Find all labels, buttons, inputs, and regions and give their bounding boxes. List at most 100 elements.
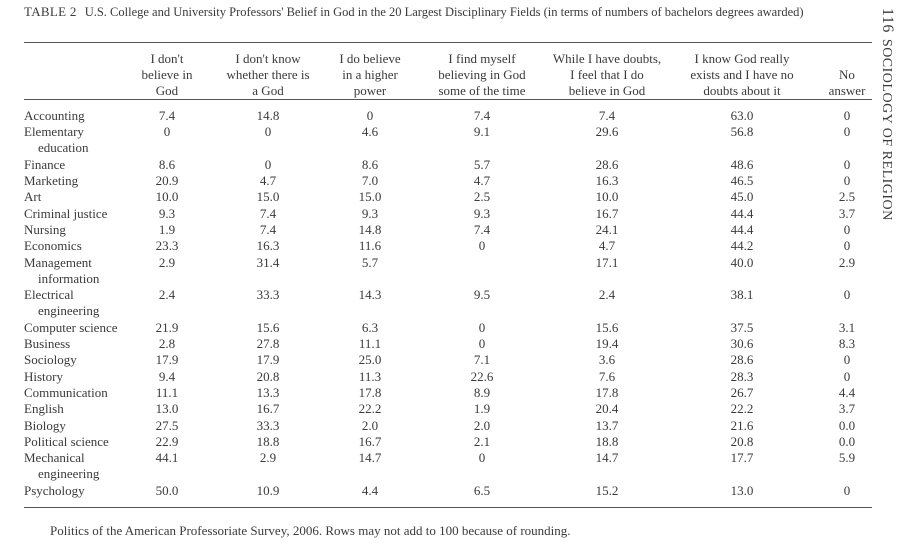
table-cell: 0 <box>843 238 851 254</box>
table-cell: 13.7 <box>595 417 619 433</box>
column-header: I don't believe in God <box>122 51 212 99</box>
row-label-line: Mechanical <box>24 450 85 466</box>
table-cell: 5.7 <box>361 254 379 270</box>
table-cell: 15.6 <box>595 319 619 335</box>
table-cell: 1.9 <box>473 401 491 417</box>
row-label: Accounting <box>24 108 134 124</box>
table-cell: 0 <box>843 352 851 368</box>
table-cell: 17.1 <box>595 254 619 270</box>
table-cell: 19.4 <box>595 336 619 352</box>
row-label-line: Management <box>24 254 92 270</box>
table-row: English 13.0 16.7 22.2 1.9 20.4 22.2 3.7 <box>0 401 917 417</box>
table-caption: TABLE 2 U.S. College and University Profe… <box>24 4 864 20</box>
table-cell: 48.6 <box>730 156 754 172</box>
table-cell: 3.7 <box>838 401 856 417</box>
row-label: Economics <box>24 238 134 254</box>
table-cell: 25.0 <box>358 352 382 368</box>
table-cell: 14.3 <box>358 287 382 303</box>
table-cell: 44.4 <box>730 205 754 221</box>
table-cell: 14.8 <box>358 222 382 238</box>
table-row: Computer science 21.9 15.6 6.3 0 15.6 37.5 3.1 <box>0 320 917 336</box>
table-cell: 15.6 <box>256 319 280 335</box>
table-row: Art 10.0 15.0 15.0 2.5 10.0 45.0 2.5 <box>0 189 917 205</box>
row-label: Communication <box>24 385 134 401</box>
table-cell: 27.8 <box>256 336 280 352</box>
table-cell: 15.2 <box>595 482 619 498</box>
table-cell: 7.6 <box>598 368 616 384</box>
column-header-line: I do believe <box>339 51 401 66</box>
table-row: Finance 8.6 0 8.6 5.7 28.6 48.6 0 <box>0 157 917 173</box>
table-row: Elementary education 0 0 4.6 9.1 29.6 56.8 0 <box>0 124 917 157</box>
column-header-line: I don't <box>150 51 184 66</box>
table-cell: 9.3 <box>361 205 379 221</box>
table-cell: 45.0 <box>730 189 754 205</box>
table-cell: 0 <box>163 124 171 140</box>
table-cell: 7.4 <box>259 222 277 238</box>
table-cell: 50.0 <box>155 482 179 498</box>
row-label-line: Electrical <box>24 287 74 303</box>
table-top-rule <box>24 42 872 43</box>
table-cell: 15.0 <box>256 189 280 205</box>
row-label: Finance <box>24 157 134 173</box>
row-label-line: Nursing <box>24 222 66 238</box>
table-cell: 0 <box>366 108 374 123</box>
table-cell: 14.8 <box>256 108 280 123</box>
row-label-line: information <box>38 270 100 286</box>
table-cell: 2.8 <box>158 336 176 352</box>
table-cell: 13.3 <box>256 385 280 401</box>
table-caption-text: U.S. College and University Professors' … <box>84 5 804 19</box>
row-label: Management information <box>24 255 134 287</box>
table-cell: 2.5 <box>473 189 491 205</box>
table-cell: 11.6 <box>358 238 382 254</box>
row-label-line: English <box>24 401 64 417</box>
table-cell: 31.4 <box>256 254 280 270</box>
table-cell: 23.3 <box>155 238 179 254</box>
table-cell: 16.7 <box>358 433 382 449</box>
row-label-line: Economics <box>24 238 82 254</box>
table-cell: 3.6 <box>598 352 616 368</box>
table-cell: 4.4 <box>838 385 856 401</box>
table-cell: 20.8 <box>256 368 280 384</box>
row-label-line: engineering <box>38 466 100 482</box>
row-label-line: Finance <box>24 156 66 172</box>
table-row: Electrical engineering 2.4 33.3 14.3 9.5 2.4 38… <box>0 287 917 320</box>
table-cell: 26.7 <box>730 385 754 401</box>
table-cell: 30.6 <box>730 336 754 352</box>
table-row: Mechanical engineering 44.1 2.9 14.7 0 14.7 17.… <box>0 450 917 483</box>
table-row: Criminal justice 9.3 7.4 9.3 9.3 16.7 44.4 3.7 <box>0 206 917 222</box>
table-cell: 20.9 <box>155 173 179 189</box>
row-label: Nursing <box>24 222 134 238</box>
table-cell: 20.4 <box>595 401 619 417</box>
table-cell: 22.2 <box>358 401 382 417</box>
table-cell: 18.8 <box>595 433 619 449</box>
row-label-line: engineering <box>38 303 100 319</box>
table-header: I don't believe in God I don't know whether … <box>0 51 917 99</box>
row-label: English <box>24 401 134 417</box>
table-cell: 7.0 <box>361 173 379 189</box>
table-cell: 2.9 <box>838 254 856 270</box>
column-header-line: exists and I have no <box>690 67 794 82</box>
row-label-line: Psychology <box>24 482 85 498</box>
table-row: Management information 2.9 31.4 5.7 17.1 40.0 2… <box>0 255 917 288</box>
column-header-line: No <box>839 67 855 82</box>
table-cell: 9.4 <box>158 368 176 384</box>
table-row: Business 2.8 27.8 11.1 0 19.4 30.6 8.3 <box>0 336 917 352</box>
running-head-title: SOCIOLOGY OF RELIGION <box>879 38 894 221</box>
table-cell: 3.7 <box>838 205 856 221</box>
table-cell: 0 <box>843 482 851 498</box>
table-cell: 11.1 <box>358 336 382 352</box>
table-cell: 11.1 <box>155 385 179 401</box>
table-cell: 0 <box>843 222 851 238</box>
row-label-line: Biology <box>24 417 66 433</box>
row-label: Electrical engineering <box>24 287 134 319</box>
column-header-line: some of the time <box>438 83 526 98</box>
table-cell: 14.7 <box>358 450 382 466</box>
table-cell: 16.3 <box>256 238 280 254</box>
column-header-line: I know God really <box>694 51 790 66</box>
table-cell: 9.1 <box>473 124 491 140</box>
table-cell: 2.9 <box>259 450 277 466</box>
table-cell: 37.5 <box>730 319 754 335</box>
table-cell: 4.6 <box>361 124 379 140</box>
row-label: Criminal justice <box>24 206 134 222</box>
